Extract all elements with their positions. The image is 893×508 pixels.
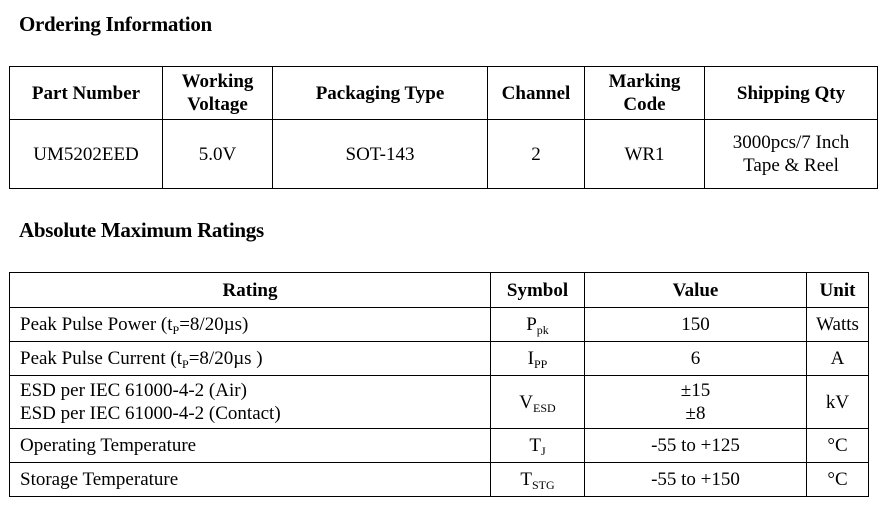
header-cell: Working Voltage [162, 66, 273, 120]
cell: Watts [806, 307, 869, 342]
cell: -55 to +150 [584, 462, 807, 497]
row: Peak Pulse Current (tP=8/20µs ) IPP 6 A [9, 341, 869, 376]
header-cell: Unit [806, 272, 869, 308]
ratings-table: Rating Symbol Value Unit Peak Pulse Power (t… [9, 272, 869, 497]
row: Peak Pulse Power (tP=8/20µs) Ppk 150 Watts [9, 307, 869, 342]
header-cell: Marking Code [584, 66, 705, 120]
header-cell: Packaging Type [272, 66, 488, 120]
subscript: P [172, 323, 180, 337]
cell: A [806, 341, 869, 376]
cell: VESD [490, 375, 585, 429]
text-part: P [526, 314, 537, 335]
cell-line: ±15 [680, 380, 711, 401]
subscript: STG [531, 478, 555, 492]
cell: 6 [584, 341, 807, 376]
row: UM5202EED 5.0V SOT-143 2 WR1 3000pcs/7 Inch Ta… [9, 119, 878, 189]
text-part: T [520, 469, 532, 490]
text-part: V [519, 391, 534, 413]
cell: Ppk [490, 307, 585, 342]
row: ESD per IEC 61000-4-2 (Air) ESD per IEC 6… [9, 375, 869, 429]
subscript: PP [533, 357, 548, 371]
cell: TSTG [490, 462, 585, 497]
text-part: T [529, 435, 541, 456]
cell: Operating Temperature [9, 428, 491, 463]
cell: WR1 [584, 119, 705, 189]
section-title: Ordering Information [19, 12, 212, 36]
header-row: Part Number Working Voltage Packaging Type C… [9, 66, 878, 120]
cell: -55 to +125 [584, 428, 807, 463]
subscript: pk [536, 323, 549, 337]
header-row: Rating Symbol Value Unit [9, 272, 869, 308]
cell: Storage Temperature [9, 462, 491, 497]
cell-line: ESD per IEC 61000-4-2 (Air) [20, 380, 247, 401]
subscript: J [540, 444, 546, 458]
row: Operating Temperature TJ -55 to +125 °C [9, 428, 869, 463]
cell: ESD per IEC 61000-4-2 (Air) ESD per IEC 6… [9, 375, 491, 429]
header-cell: Channel [487, 66, 585, 120]
cell: 3000pcs/7 Inch Tape & Reel [704, 119, 878, 189]
cell-line: Code [623, 94, 666, 115]
cell-line: ESD per IEC 61000-4-2 (Contact) [20, 403, 281, 424]
cell: UM5202EED [9, 119, 163, 189]
text-part: =8/20µs) [179, 314, 249, 335]
text-part: I [527, 348, 534, 369]
header-cell: Part Number [9, 66, 163, 120]
cell: °C [806, 428, 869, 463]
subscript: ESD [533, 400, 556, 415]
cell: ±15 ±8 [584, 375, 807, 429]
cell-line: ±8 [685, 403, 706, 424]
cell-line: Tape & Reel [743, 155, 839, 176]
cell-line: Working [181, 71, 254, 92]
header-cell: Shipping Qty [704, 66, 878, 120]
ordering-table: Part Number Working Voltage Packaging Type C… [9, 66, 878, 189]
row: Storage Temperature TSTG -55 to +150 °C [9, 462, 869, 497]
cell-line: Voltage [187, 94, 248, 115]
cell: SOT-143 [272, 119, 488, 189]
cell-line: 3000pcs/7 Inch [732, 132, 850, 153]
header-cell: Rating [9, 272, 491, 308]
cell: kV [806, 375, 869, 429]
cell: TJ [490, 428, 585, 463]
cell: 150 [584, 307, 807, 342]
header-cell: Symbol [490, 272, 585, 308]
cell: Peak Pulse Power (tP=8/20µs) [9, 307, 491, 342]
subscript: P [182, 357, 189, 371]
section-title: Absolute Maximum Ratings [19, 218, 264, 242]
cell: 2 [487, 119, 585, 189]
cell: IPP [490, 341, 585, 376]
text-part: Peak Pulse Current (t [20, 348, 183, 369]
cell: Peak Pulse Current (tP=8/20µs ) [9, 341, 491, 376]
cell-line: Marking [608, 71, 681, 92]
cell: °C [806, 462, 869, 497]
cell: 5.0V [162, 119, 273, 189]
text-part: =8/20µs ) [188, 348, 263, 369]
text-part: Peak Pulse Power (t [20, 314, 173, 335]
header-cell: Value [584, 272, 807, 308]
